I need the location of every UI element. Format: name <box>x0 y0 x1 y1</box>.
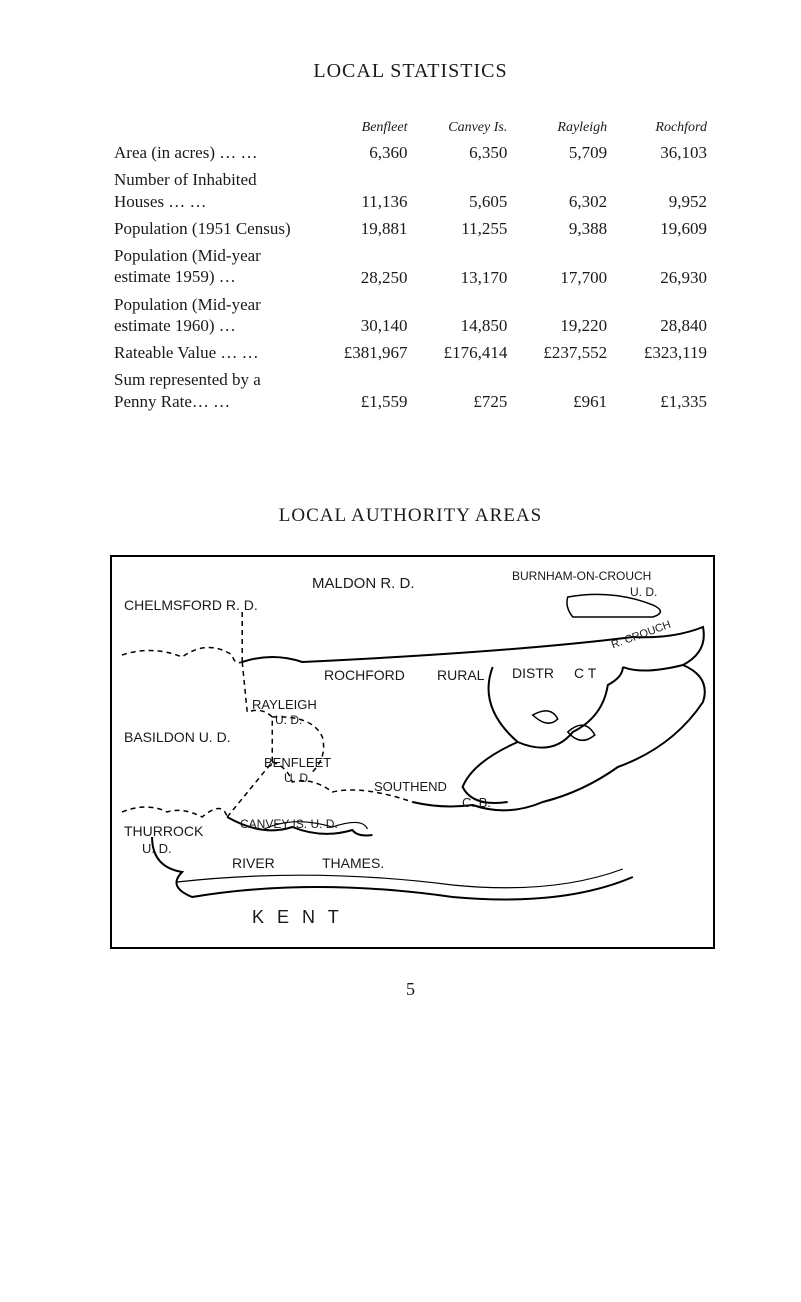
stub-header <box>110 117 312 139</box>
cell-value: 11,136 <box>312 166 412 215</box>
row-label: Area (in acres) … … <box>110 139 312 166</box>
map-label-rochford: ROCHFORD <box>324 667 405 683</box>
row-label: Population (1951 Census) <box>110 215 312 242</box>
row-label: Sum represented by a Penny Rate… … <box>110 366 312 415</box>
cell-value: 6,302 <box>511 166 611 215</box>
table-body: Area (in acres) … …6,3606,3505,70936,103… <box>110 139 711 415</box>
row-label: Number of Inhabited Houses … … <box>110 166 312 215</box>
map-box: CHELMSFORD R. D. MALDON R. D. BURNHAM-ON… <box>110 555 715 949</box>
table-row: Area (in acres) … …6,3606,3505,70936,103 <box>110 139 711 166</box>
map-label-ct: C T <box>574 665 596 681</box>
map-label-rayleigh: RAYLEIGH <box>252 697 317 712</box>
cell-value: 14,850 <box>412 291 512 340</box>
cell-value: £1,335 <box>611 366 711 415</box>
row-label: Rateable Value … … <box>110 339 312 366</box>
col-canvey: Canvey Is. <box>412 117 512 139</box>
row-label: Population (Mid-year estimate 1960) … <box>110 291 312 340</box>
table-row: Sum represented by a Penny Rate… …£1,559… <box>110 366 711 415</box>
row-label: Population (Mid-year estimate 1959) … <box>110 242 312 291</box>
map-label-benfleet-ud: U. D. <box>284 771 311 785</box>
page-number: 5 <box>110 979 711 1000</box>
map-label-southend: SOUTHEND <box>374 779 447 794</box>
cell-value: 13,170 <box>412 242 512 291</box>
cell-value: 19,609 <box>611 215 711 242</box>
title-authority-areas: LOCAL AUTHORITY AREAS <box>110 505 711 527</box>
cell-value: £323,119 <box>611 339 711 366</box>
table-row: Rateable Value … …£381,967£176,414£237,5… <box>110 339 711 366</box>
map-label-maldon: MALDON R. D. <box>312 575 415 592</box>
map-label-river: RIVER <box>232 855 275 871</box>
cell-value: £1,559 <box>312 366 412 415</box>
col-rochford: Rochford <box>611 117 711 139</box>
map-label-basildon: BASILDON U. D. <box>124 729 231 745</box>
cell-value: 19,220 <box>511 291 611 340</box>
table-row: Population (Mid-year estimate 1960) …30,… <box>110 291 711 340</box>
col-benfleet: Benfleet <box>312 117 412 139</box>
statistics-table: Benfleet Canvey Is. Rayleigh Rochford Ar… <box>110 117 711 415</box>
cell-value: 26,930 <box>611 242 711 291</box>
cell-value: 36,103 <box>611 139 711 166</box>
map-label-thames: THAMES. <box>322 855 384 871</box>
map-label-thurrock: THURROCK <box>124 823 203 839</box>
table-row: Number of Inhabited Houses … …11,1365,60… <box>110 166 711 215</box>
cell-value: £237,552 <box>511 339 611 366</box>
map-label-burnham-ud: U. D. <box>630 585 657 599</box>
cell-value: £176,414 <box>412 339 512 366</box>
map-svg <box>112 557 713 947</box>
cell-value: 30,140 <box>312 291 412 340</box>
map-label-thurrock-ud: U. D. <box>142 841 172 856</box>
cell-value: 5,709 <box>511 139 611 166</box>
map-label-distr: DISTR <box>512 665 554 681</box>
page: LOCAL STATISTICS Benfleet Canvey Is. Ray… <box>0 0 801 1040</box>
cell-value: 5,605 <box>412 166 512 215</box>
map-label-burnham: BURNHAM-ON-CROUCH <box>512 569 651 583</box>
cell-value: 9,388 <box>511 215 611 242</box>
col-rayleigh: Rayleigh <box>511 117 611 139</box>
cell-value: 9,952 <box>611 166 711 215</box>
cell-value: 28,250 <box>312 242 412 291</box>
cell-value: 17,700 <box>511 242 611 291</box>
map-label-benfleet: BENFLEET <box>264 755 331 770</box>
map-label-chelmsford: CHELMSFORD R. D. <box>124 597 258 613</box>
cell-value: 6,360 <box>312 139 412 166</box>
map-label-rural: RURAL <box>437 667 484 683</box>
cell-value: £381,967 <box>312 339 412 366</box>
cell-value: 6,350 <box>412 139 512 166</box>
cell-value: £961 <box>511 366 611 415</box>
map-label-rayleigh-ud: U. D. <box>275 713 302 727</box>
table-row: Population (1951 Census)19,88111,2559,38… <box>110 215 711 242</box>
cell-value: 11,255 <box>412 215 512 242</box>
map-label-canvey: CANVEY IS. U. D. <box>240 817 338 831</box>
cell-value: 28,840 <box>611 291 711 340</box>
cell-value: 19,881 <box>312 215 412 242</box>
map-label-kent: K E N T <box>252 907 343 928</box>
cell-value: £725 <box>412 366 512 415</box>
map-label-cb: C. B. <box>462 795 491 810</box>
table-row: Population (Mid-year estimate 1959) …28,… <box>110 242 711 291</box>
title-local-statistics: LOCAL STATISTICS <box>110 60 711 83</box>
